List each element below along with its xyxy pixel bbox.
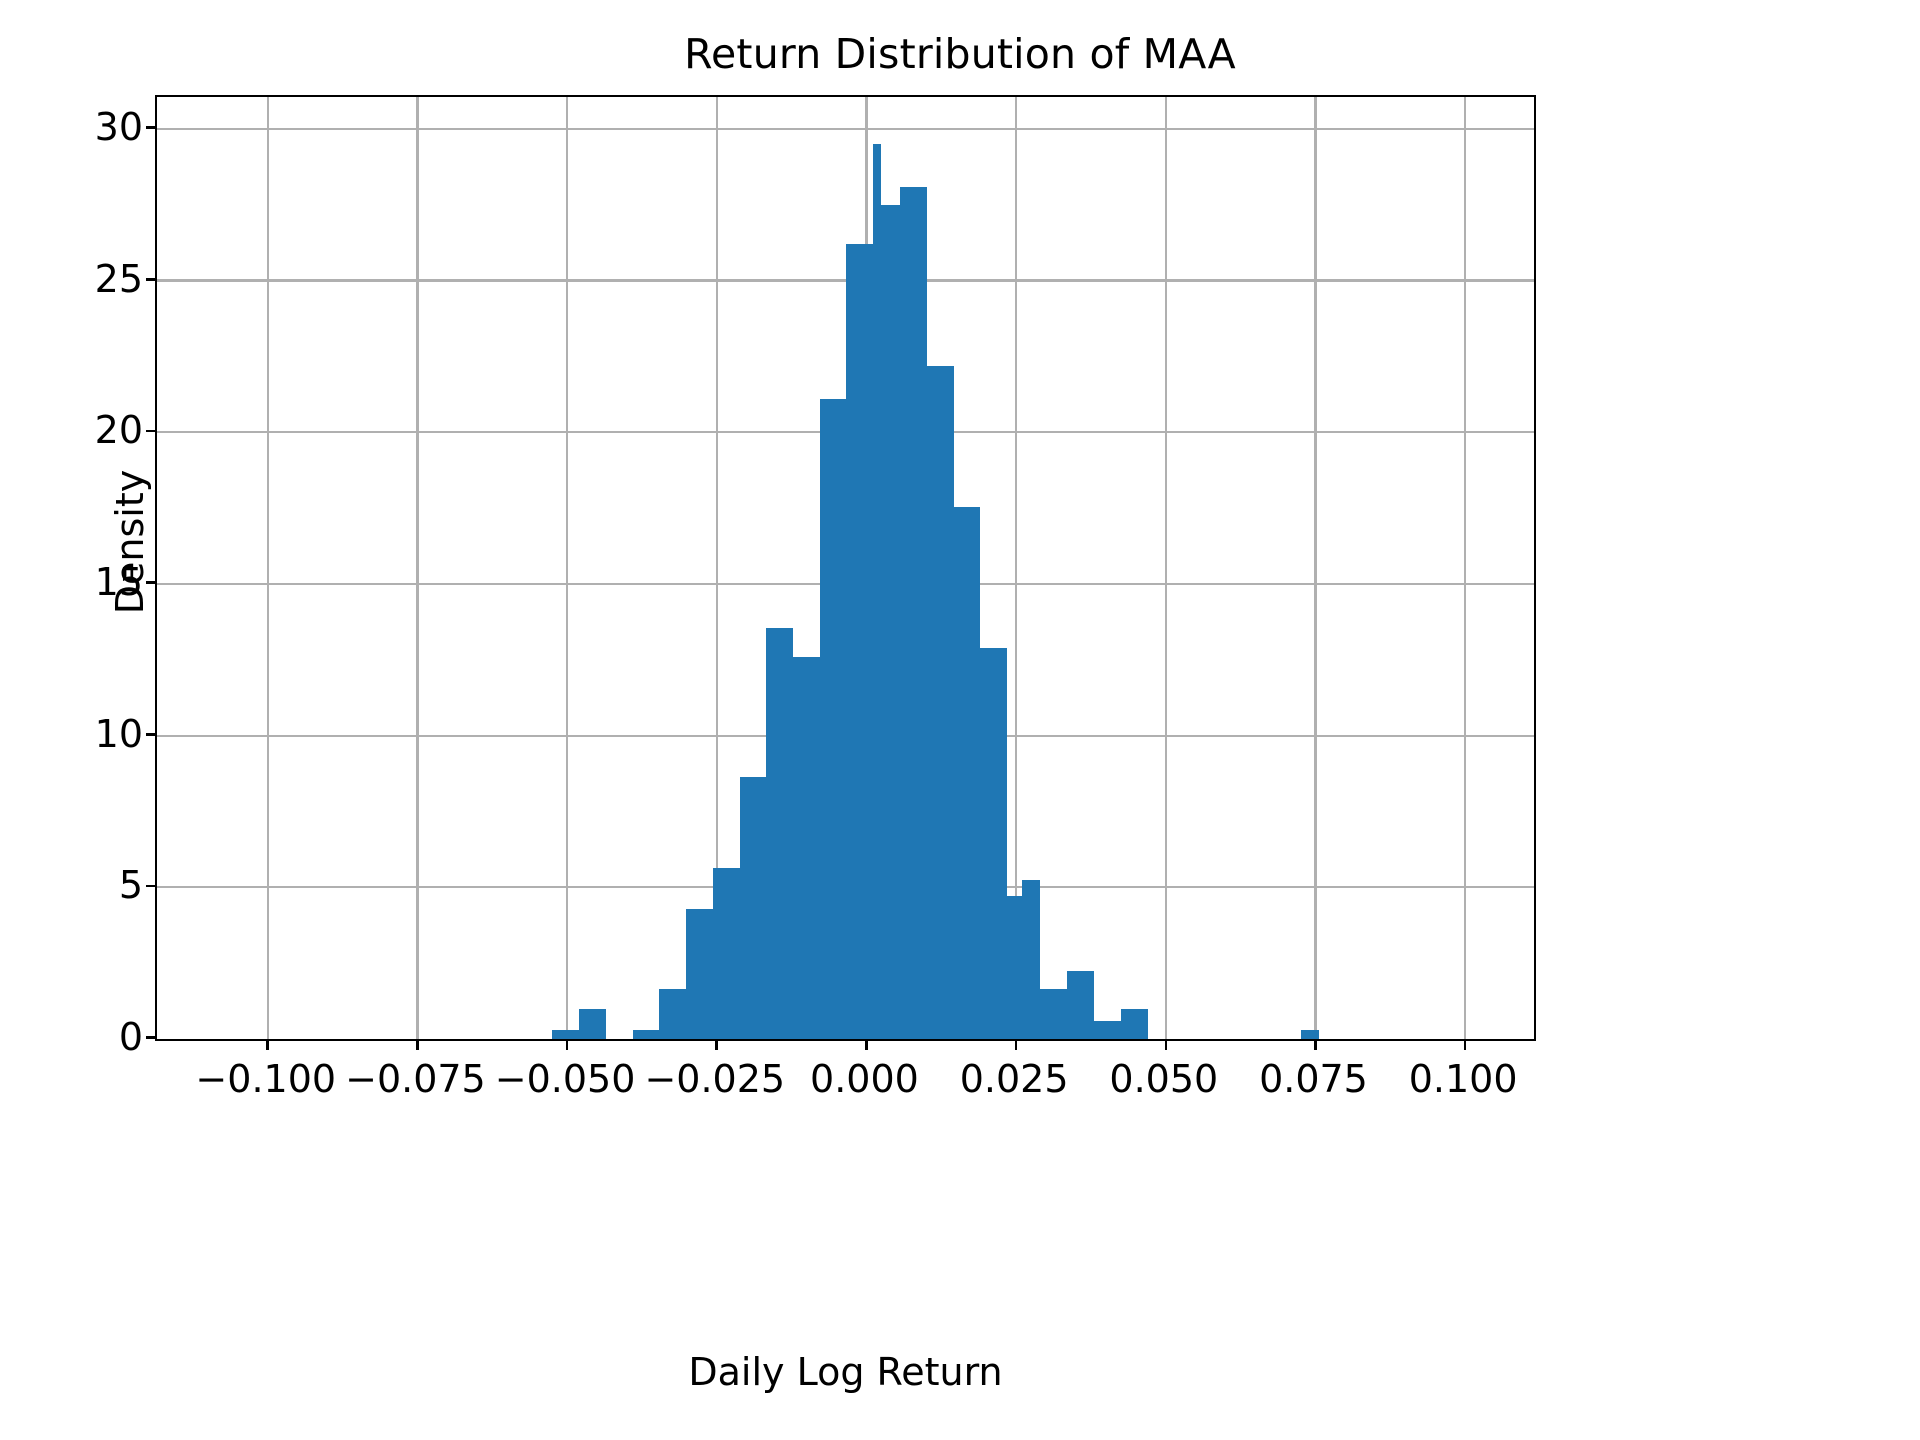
histogram-bar xyxy=(712,867,740,1039)
x-tick-mark xyxy=(865,1039,868,1050)
histogram-bar xyxy=(552,1029,580,1039)
x-gridline xyxy=(715,97,718,1039)
x-gridline xyxy=(1314,97,1317,1039)
x-tick-mark xyxy=(565,1039,569,1050)
y-gridline xyxy=(157,127,1534,130)
histogram-bar xyxy=(926,365,954,1039)
y-axis-title: Density xyxy=(108,469,152,615)
y-tick-label: 25 xyxy=(94,256,143,301)
y-tick-mark xyxy=(146,884,157,888)
x-tick-mark xyxy=(715,1039,719,1050)
chart-title: Return Distribution of MAA xyxy=(684,30,1236,78)
x-axis-title: Daily Log Return xyxy=(688,1350,1003,1394)
x-gridline xyxy=(566,97,569,1039)
x-gridline xyxy=(266,97,269,1039)
y-tick-label: 0 xyxy=(118,1015,143,1059)
y-tick-mark xyxy=(146,1036,157,1039)
x-tick-label: −0.025 xyxy=(644,1057,786,1101)
histogram-bar xyxy=(686,908,713,1039)
y-tick-label: 10 xyxy=(94,711,143,756)
x-tick-label: 0.100 xyxy=(1408,1057,1518,1101)
histogram-bar xyxy=(766,627,793,1039)
histogram-bar xyxy=(579,1008,607,1039)
x-tick-label: −0.075 xyxy=(345,1057,486,1101)
x-tick-mark xyxy=(1463,1039,1467,1050)
x-tick-label: 0.075 xyxy=(1259,1057,1368,1101)
y-tick-label: 5 xyxy=(118,863,143,908)
histogram-bar xyxy=(739,776,767,1039)
plot-axes xyxy=(146,95,1536,1050)
histogram-bar xyxy=(953,506,981,1039)
histogram-bar xyxy=(980,647,1008,1039)
histogram-bar xyxy=(659,988,687,1039)
x-gridline xyxy=(1164,97,1167,1039)
x-tick-mark xyxy=(416,1039,419,1050)
x-tick-label: −0.100 xyxy=(195,1057,337,1101)
histogram-bar xyxy=(1120,1008,1148,1039)
x-gridline xyxy=(416,97,419,1039)
y-tick-label: 15 xyxy=(94,559,143,604)
histogram-bar xyxy=(881,204,900,1039)
x-gridline xyxy=(1015,97,1018,1039)
histogram-bar xyxy=(873,144,882,1039)
y-tick-mark xyxy=(146,126,157,129)
x-tick-mark xyxy=(1314,1039,1317,1050)
y-tick-mark xyxy=(146,581,157,584)
histogram-bar xyxy=(792,656,820,1039)
histogram-bar xyxy=(632,1029,660,1039)
histogram-bar xyxy=(1301,1029,1320,1039)
y-tick-label: 30 xyxy=(94,104,143,149)
plot-area xyxy=(157,97,1534,1039)
histogram-bar xyxy=(1022,879,1041,1039)
x-tick-label: 0.025 xyxy=(959,1057,1069,1101)
x-tick-mark xyxy=(1164,1039,1168,1050)
histogram-bar xyxy=(899,186,927,1039)
y-tick-mark xyxy=(146,429,157,433)
histogram-bar xyxy=(1093,1020,1121,1039)
y-tick-mark xyxy=(146,733,157,736)
x-tick-mark xyxy=(266,1039,270,1050)
histogram-bar xyxy=(846,244,874,1039)
x-tick-mark xyxy=(1014,1039,1018,1050)
histogram-bar xyxy=(1040,988,1067,1039)
y-gridline xyxy=(157,279,1534,282)
y-tick-mark xyxy=(146,277,157,281)
histogram-bar xyxy=(819,398,847,1039)
histogram-bar xyxy=(1067,970,1094,1039)
x-tick-label: 0.050 xyxy=(1109,1057,1219,1101)
y-tick-label: 20 xyxy=(94,408,143,453)
x-gridline xyxy=(1464,97,1467,1039)
x-tick-label: 0.000 xyxy=(810,1057,919,1101)
x-tick-label: −0.050 xyxy=(494,1057,636,1101)
histogram-bar xyxy=(1007,896,1023,1039)
